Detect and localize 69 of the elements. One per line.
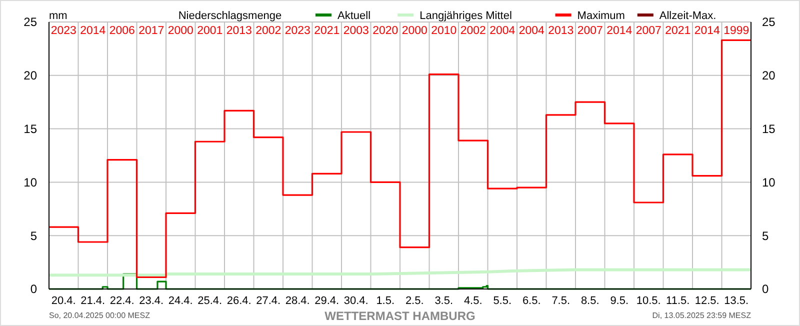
annotation: 2007 xyxy=(636,25,662,37)
y-tick-label: 25 xyxy=(24,15,38,30)
text: So, 20.04.2025 00:00 MESZ xyxy=(49,311,150,320)
x-tick-label: 6.5. xyxy=(522,295,541,307)
annotation: 2010 xyxy=(431,25,457,37)
annotation: 2004 xyxy=(518,25,546,37)
x-tick-label: 3.5. xyxy=(434,295,454,307)
annotation: 2000 xyxy=(402,25,428,37)
annotation: 2004 xyxy=(490,25,516,37)
x-tick-label: 24.4. xyxy=(168,295,193,307)
annotation: 2021 xyxy=(665,25,691,37)
x-tick-label: 11.5. xyxy=(666,295,690,307)
annotation: 1999 xyxy=(724,25,750,37)
y-axis-title: mm xyxy=(49,10,68,22)
x-tick-label: 8.5. xyxy=(580,295,600,307)
annotation: 2000 xyxy=(168,25,194,37)
x-tick-label: 29.4. xyxy=(314,295,340,307)
x-tick-label: 27.4. xyxy=(256,295,281,307)
text: WETTERMAST HAMBURG xyxy=(324,309,476,323)
x-tick-label: 2.5. xyxy=(405,295,424,307)
annotation: 2014 xyxy=(694,25,721,37)
annotation: 2002 xyxy=(256,25,282,37)
annotation: 2023 xyxy=(284,25,310,37)
x-tick-label: 1.5. xyxy=(376,295,395,307)
annotation: 2006 xyxy=(109,25,135,37)
legend-label: Langjähriges Mittel xyxy=(420,10,512,22)
y2-tick-label: 10 xyxy=(762,175,776,190)
annotation: 2013 xyxy=(226,25,252,37)
y2-tick-label: 25 xyxy=(762,15,776,30)
annotation: 2003 xyxy=(343,25,369,37)
annotation: 2023 xyxy=(50,25,76,37)
annotation: 2020 xyxy=(372,25,398,37)
annotation: 2007 xyxy=(577,25,603,37)
x-tick-label: 4.5. xyxy=(464,295,482,307)
x-tick-label: 10.5. xyxy=(636,295,661,307)
y2-tick-label: 0 xyxy=(762,282,769,296)
x-tick-label: 28.4. xyxy=(285,295,310,307)
y2-tick-label: 15 xyxy=(762,122,776,136)
legend-label: Allzeit-Max. xyxy=(659,10,716,22)
chart-title: Niederschlagsmenge xyxy=(178,10,282,22)
annotation: 2014 xyxy=(606,25,633,37)
legend-label: Maximum xyxy=(577,10,625,22)
x-tick-label: 13.5. xyxy=(724,295,749,307)
y-tick-label: 15 xyxy=(24,122,38,136)
annotation: 2017 xyxy=(138,25,164,37)
x-tick-label: 21.4. xyxy=(80,295,106,307)
x-tick-label: 26.4. xyxy=(226,295,252,307)
x-tick-label: 22.4. xyxy=(110,295,134,307)
x-tick-label: 20.4. xyxy=(51,295,76,307)
x-tick-label: 7.5. xyxy=(552,295,570,307)
y-tick-label: 10 xyxy=(24,175,38,190)
x-tick-label: 30.4. xyxy=(344,295,368,307)
annotation: 2021 xyxy=(314,25,340,37)
legend-label: Aktuell xyxy=(338,10,371,22)
y-tick-label: 0 xyxy=(30,282,38,296)
text: Di, 13.05.2025 23:59 MESZ xyxy=(652,311,752,320)
annotation: 2013 xyxy=(548,25,574,37)
x-tick-label: 23.4. xyxy=(139,295,164,307)
annotation: 2002 xyxy=(460,25,486,37)
x-tick-label: 25.4. xyxy=(198,295,222,307)
y-tick-label: 5 xyxy=(30,228,38,243)
annotation: 2001 xyxy=(197,25,223,37)
y2-tick-label: 20 xyxy=(762,68,776,83)
x-tick-label: 9.5. xyxy=(610,295,629,307)
x-tick-label: 5.5. xyxy=(493,295,512,307)
y2-tick-label: 5 xyxy=(762,228,769,243)
annotation: 2014 xyxy=(80,25,106,37)
y-tick-label: 20 xyxy=(24,68,38,83)
x-tick-label: 12.5. xyxy=(694,295,720,307)
